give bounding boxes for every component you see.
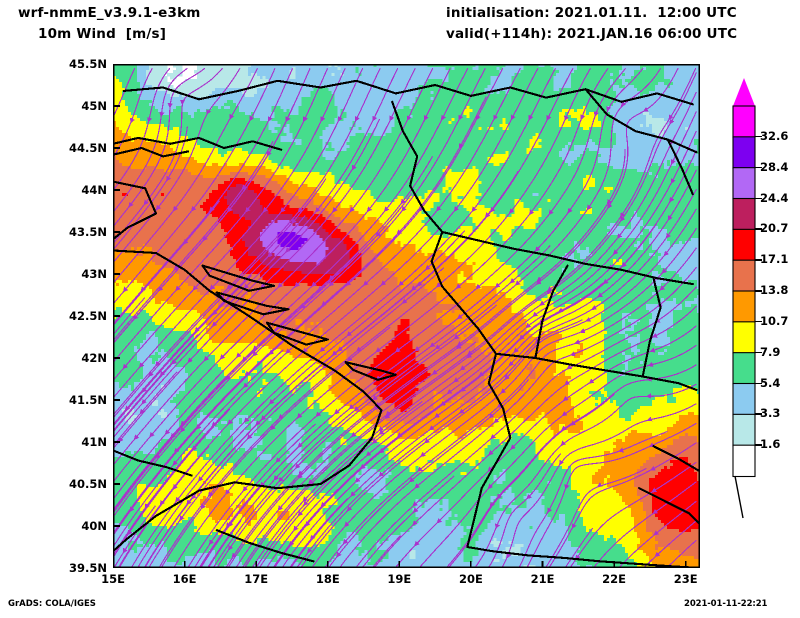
y-axis-tick-43N: 43N: [81, 267, 107, 281]
wind-field-map: [113, 64, 700, 568]
x-axis-tick-23E: 23E: [673, 572, 698, 586]
y-axis-tick-41.5N: 41.5N: [69, 393, 107, 407]
colorbar-tick: [755, 135, 762, 138]
y-axis-tick-42N: 42N: [81, 351, 107, 365]
y-axis-tick-44N: 44N: [81, 183, 107, 197]
variable-title: 10m Wind [m/s]: [38, 26, 167, 42]
colorbar-label-5.4: 5.4: [760, 375, 781, 390]
colorbar-label-28.4: 28.4: [760, 159, 789, 174]
colorbar-tick: [755, 444, 762, 446]
colorbar-tick: [755, 197, 762, 200]
y-axis-tick-40N: 40N: [81, 519, 107, 533]
colorbar-label-1.6: 1.6: [760, 437, 781, 452]
valid-time: valid(+114h): 2021.JAN.16 06:00 UTC: [446, 26, 738, 42]
colorbar-tick: [755, 320, 762, 323]
colorbar-label-10.7: 10.7: [760, 313, 789, 328]
colorbar: [732, 78, 756, 519]
y-axis-tick-42.5N: 42.5N: [69, 309, 107, 323]
colorbar-label-20.7: 20.7: [760, 221, 789, 236]
coastlines: [113, 79, 700, 568]
colorbar-tick: [755, 351, 762, 354]
x-axis-tick-16E: 16E: [172, 572, 197, 586]
y-axis-tick-39.5N: 39.5N: [69, 561, 107, 575]
colorbar-tick: [755, 166, 762, 169]
colorbar-tick: [755, 228, 762, 230]
colorbar-tick: [755, 290, 762, 292]
colorbar-label-32.6: 32.6: [760, 128, 789, 143]
y-axis-tick-40.5N: 40.5N: [69, 477, 107, 491]
y-axis-tick-45N: 45N: [81, 99, 107, 113]
colorbar-tick: [755, 413, 762, 415]
x-axis-tick-20E: 20E: [458, 572, 483, 586]
initialisation-time: initialisation: 2021.01.11. 12:00 UTC: [446, 5, 737, 21]
grads-credit: GrADS: COLA/IGES: [8, 599, 96, 609]
colorbar-tick: [755, 382, 762, 385]
x-axis-tick-22E: 22E: [602, 572, 627, 586]
y-axis-tick-45.5N: 45.5N: [69, 57, 107, 71]
x-axis-tick-18E: 18E: [315, 572, 340, 586]
model-title: wrf-nmmE_v3.9.1-e3km: [18, 5, 201, 21]
x-axis-tick-15E: 15E: [101, 572, 125, 586]
colorbar-label-24.4: 24.4: [760, 190, 789, 205]
streamlines: [113, 67, 697, 568]
colorbar-label-17.1: 17.1: [760, 252, 789, 267]
y-axis-tick-44.5N: 44.5N: [69, 141, 107, 155]
colorbar-tick: [755, 259, 762, 261]
colorbar-label-13.8: 13.8: [760, 283, 789, 297]
colorbar-label-7.9: 7.9: [760, 344, 781, 359]
x-axis-tick-19E: 19E: [387, 572, 412, 586]
render-stamp: 2021-01-11-22:21: [684, 599, 768, 609]
colorbar-label-3.3: 3.3: [760, 406, 781, 421]
x-axis-tick-21E: 21E: [530, 572, 555, 586]
y-axis-tick-43.5N: 43.5N: [69, 225, 107, 239]
y-axis-tick-41N: 41N: [81, 435, 107, 449]
x-axis-tick-17E: 17E: [244, 572, 269, 586]
